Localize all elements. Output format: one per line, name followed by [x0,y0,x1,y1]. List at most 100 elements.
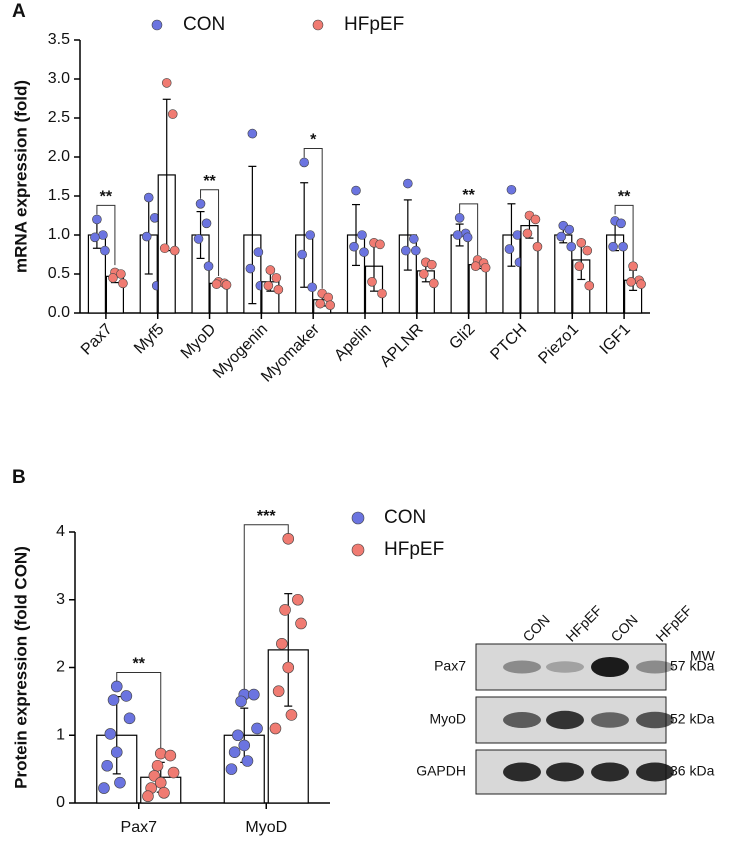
blot-band [546,661,584,673]
data-point [110,746,123,758]
data-point [169,245,180,256]
data-point [506,184,517,195]
error-bar [507,203,516,267]
data-point [584,280,595,291]
data-point [154,776,167,789]
legend-marker [151,19,163,31]
x-tick-label: Pax7 [78,321,116,359]
legend-marker [351,511,365,525]
blot-band [636,762,674,782]
data-point [556,231,567,242]
y-tick-label: 1.5 [48,187,70,204]
data-point [110,680,123,693]
error-bar [300,182,309,288]
legend-label: CON [384,507,426,528]
data-point [265,265,276,275]
data-point [325,300,335,311]
data-point [201,218,212,229]
data-point [271,273,282,283]
data-point [427,259,437,270]
panel-letter: B [12,467,26,488]
data-point [315,298,325,309]
data-point [104,728,117,740]
lane-label: HFpEF [562,602,605,645]
significance-bracket [116,671,162,749]
blot-band [591,657,629,677]
x-tick-label: Pax7 [121,819,158,836]
row-label: Pax7 [434,658,466,674]
data-point [118,278,128,289]
blot-band [503,762,541,782]
blot-band [591,762,629,782]
y-axis-label: mRNA expression (fold) [11,80,30,273]
data-point [282,532,295,545]
data-point [225,763,238,775]
data-point [221,280,232,290]
data-point [462,232,473,243]
blot-band [636,660,674,674]
data-point [228,746,241,758]
data-point [532,241,543,252]
data-point [282,661,295,674]
data-point [98,230,108,240]
data-point [158,787,170,799]
data-point [276,637,288,650]
significance-label: * [310,132,317,149]
data-point [297,249,307,260]
data-point [154,747,167,760]
data-point [263,280,274,291]
data-point [159,243,170,254]
data-point [98,782,110,794]
blot-band [591,712,629,728]
data-point [618,241,628,252]
significance-label: ** [462,187,475,204]
data-point [245,263,256,274]
mw-label: 36 kDa [670,763,715,779]
x-tick-label: IGF1 [597,321,634,358]
data-point [616,218,626,229]
significance-label: ** [618,189,631,206]
error-bar [403,199,412,271]
data-point [305,230,315,240]
data-point [167,109,178,119]
mw-label: 52 kDa [670,711,715,727]
x-tick-label: APLNR [377,321,427,371]
data-point [123,712,136,725]
data-point [235,695,247,708]
data-point [470,261,481,272]
data-point [269,722,282,735]
data-point [411,245,421,256]
panel-letter: A [12,1,26,22]
lane-label: CON [519,611,552,644]
bar [450,234,469,314]
data-point [403,178,413,189]
data-point [295,617,307,630]
data-point [151,759,164,772]
y-tick-label: 3.0 [48,70,70,87]
data-point [108,273,118,283]
row-label: GAPDH [416,763,466,779]
blot-band [503,712,541,728]
data-point [429,278,439,289]
data-point [626,276,636,287]
x-tick-label: PTCH [487,321,530,364]
data-point [454,213,465,223]
data-point [107,694,120,706]
data-point [92,214,102,225]
x-tick-label: Gli2 [446,321,478,353]
data-point [574,261,585,272]
data-point [299,157,309,168]
significance-bracket [200,189,220,277]
data-point [120,690,133,702]
error-bar [352,203,360,267]
data-point [279,604,291,616]
data-point [114,776,126,789]
data-point [409,234,419,244]
x-tick-label: MyoD [245,819,287,836]
y-axis-label: Protein expression (fold CON) [11,546,30,789]
data-point [564,224,575,235]
significance-bracket [303,147,323,289]
data-point [349,241,359,252]
significance-label: ** [133,656,146,673]
y-tick-label: 2.0 [48,148,70,165]
